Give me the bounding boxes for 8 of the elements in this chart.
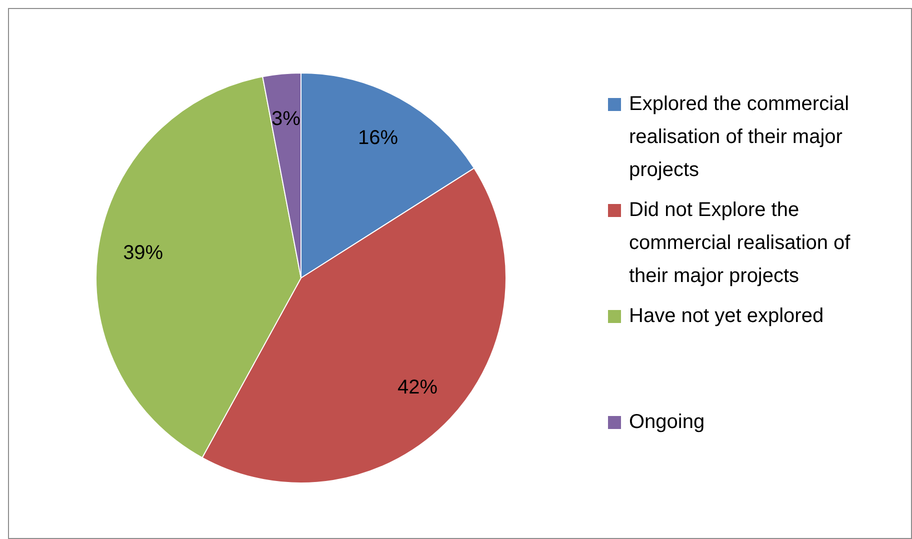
legend-label: Did not Explore the commercial realisation of their major projects xyxy=(629,199,851,287)
data-label: 42% xyxy=(398,376,438,398)
data-label: 3% xyxy=(272,108,301,130)
data-label: 39% xyxy=(123,242,164,264)
legend-label: Explored the commercial realisation of their major projects xyxy=(629,93,850,181)
legend-label: Have not yet explored xyxy=(629,305,824,327)
legend-label: Ongoing xyxy=(629,411,705,433)
data-label: 16% xyxy=(358,126,398,149)
